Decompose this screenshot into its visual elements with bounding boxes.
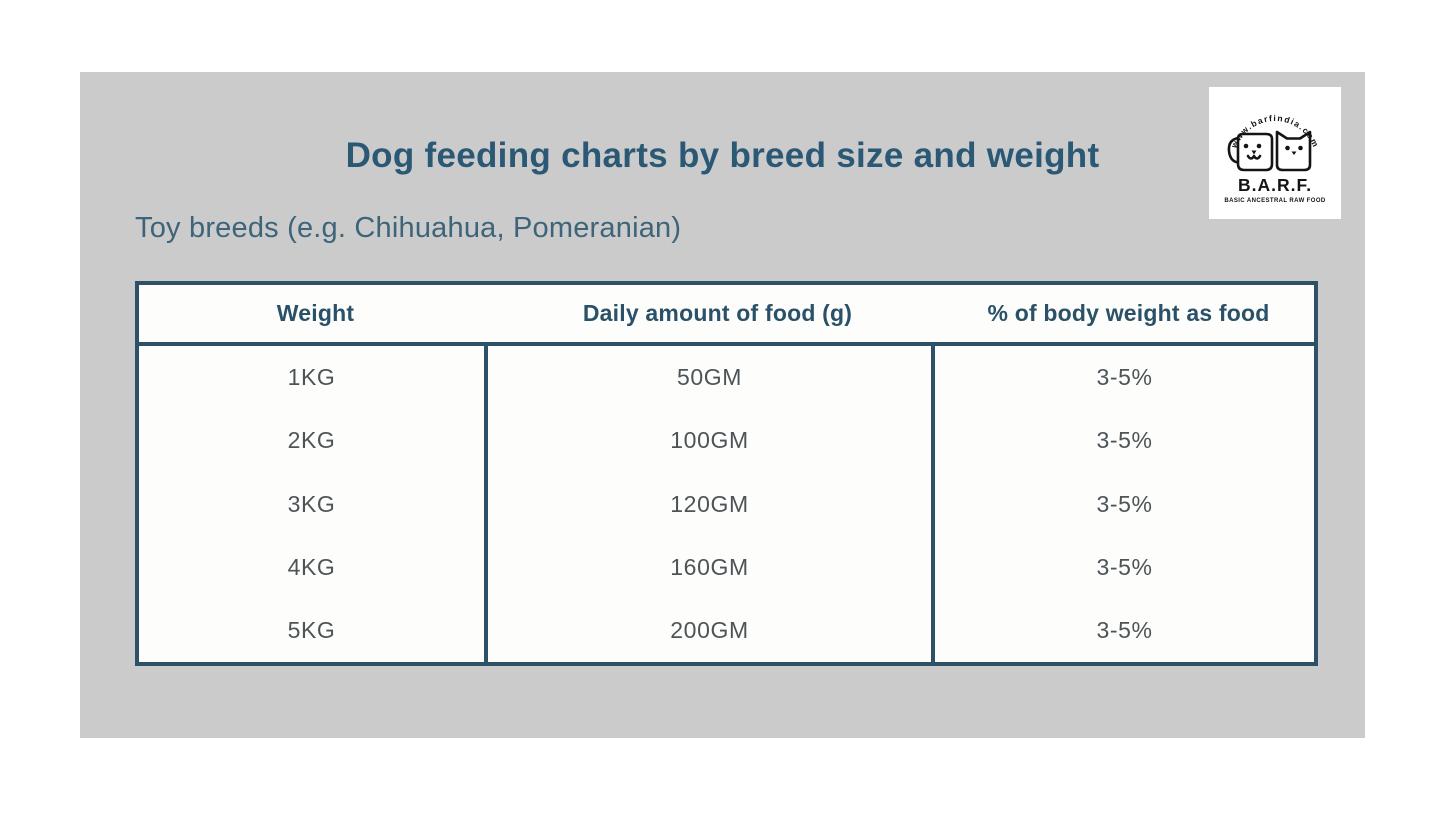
table-cell: 4KG — [287, 553, 336, 580]
table-header-row: Weight Daily amount of food (g) % of bod… — [139, 285, 1314, 346]
dog-and-cat-icon: www.barfindia.com B.A.R.F. BASIC ANCESTR… — [1224, 113, 1326, 204]
table-cell: 3-5% — [1096, 427, 1153, 454]
barf-logo: www.barfindia.com B.A.R.F. BASIC ANCESTR… — [1209, 87, 1341, 219]
table-cell: 5KG — [287, 616, 336, 643]
table-column-weight: 1KG 2KG 3KG 4KG 5KG — [139, 346, 488, 662]
logo-tagline: BASIC ANCESTRAL RAW FOOD — [1224, 198, 1326, 204]
logo-acronym: B.A.R.F. — [1238, 175, 1312, 195]
column-header-weight: Weight — [276, 300, 355, 326]
table-cell: 3-5% — [1096, 553, 1153, 580]
table-cell: 1KG — [287, 364, 336, 391]
feeding-table: Weight Daily amount of food (g) % of bod… — [135, 281, 1318, 666]
table-cell: 100GM — [670, 427, 749, 454]
table-cell: 160GM — [670, 553, 749, 580]
table-cell: 3-5% — [1096, 490, 1153, 517]
table-cell: 50GM — [676, 364, 743, 391]
svg-text:www.barfindia.com: www.barfindia.com — [1228, 113, 1321, 150]
table-cell: 2KG — [287, 427, 336, 454]
table-column-body-weight-pct: 3-5% 3-5% 3-5% 3-5% 3-5% — [935, 346, 1314, 662]
page-title: Dog feeding charts by breed size and wei… — [345, 136, 1100, 175]
table-body: 1KG 2KG 3KG 4KG 5KG 50GM 100GM 120GM 160… — [139, 346, 1314, 662]
table-cell: 3-5% — [1096, 364, 1153, 391]
table-cell: 3KG — [287, 490, 336, 517]
column-header-daily-amount: Daily amount of food (g) — [582, 300, 853, 326]
table-cell: 3-5% — [1096, 616, 1153, 643]
column-header-body-weight-pct: % of body weight as food — [987, 300, 1270, 326]
logo-website-text: www.barfindia.com — [1228, 113, 1320, 150]
slide-background: Dog feeding charts by breed size and wei… — [80, 72, 1365, 738]
table-column-daily-amount: 50GM 100GM 120GM 160GM 200GM — [488, 346, 935, 662]
table-cell: 120GM — [670, 490, 749, 517]
table-cell: 200GM — [670, 616, 749, 643]
section-subtitle: Toy breeds (e.g. Chihuahua, Pomeranian) — [135, 212, 682, 244]
